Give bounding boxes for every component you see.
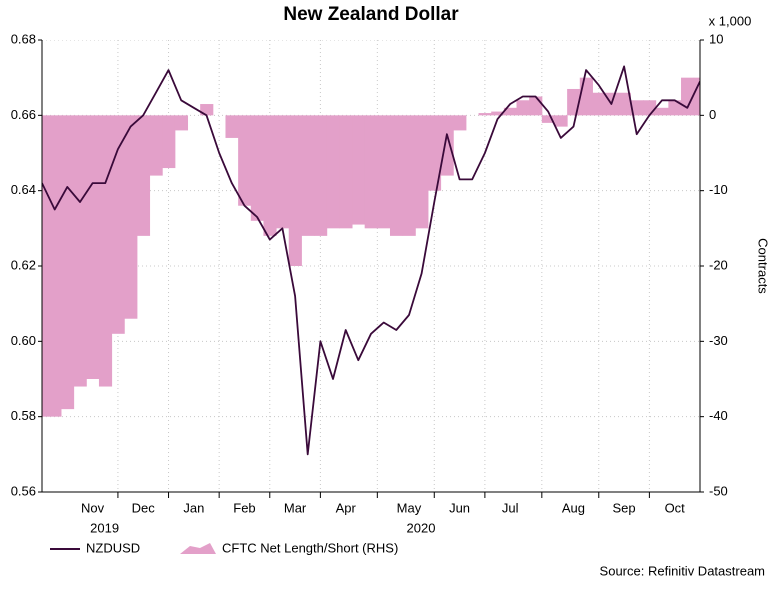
y-tick-label: 0.68 (11, 31, 36, 46)
area-step (352, 115, 366, 225)
y2-tick-label: -40 (709, 408, 728, 423)
area-step (162, 115, 176, 169)
x-tick-label: Feb (233, 500, 255, 515)
y-tick-label: 0.60 (11, 333, 36, 348)
x-tick-label: Nov (81, 500, 105, 515)
x-tick-label: Apr (336, 500, 357, 515)
area-step (389, 115, 404, 236)
area-step (339, 115, 353, 229)
y2-tick-label: -50 (709, 483, 728, 498)
area-step (516, 100, 530, 116)
y2-tick-label: 10 (709, 31, 723, 46)
y-tick-label: 0.58 (11, 408, 36, 423)
area-step (250, 115, 264, 221)
y2-tick-label: -10 (709, 182, 728, 197)
area-step (643, 100, 657, 116)
y-tick-label: 0.64 (11, 182, 36, 197)
line (42, 65, 700, 456)
area-step (200, 104, 214, 116)
area-step (149, 115, 163, 176)
x-tick-label: Aug (562, 500, 585, 515)
x-tick-label: Sep (613, 500, 636, 515)
y2-axis-label: Contracts (756, 238, 771, 294)
area-step (453, 115, 467, 131)
area-step (225, 115, 239, 138)
area-step (529, 96, 543, 116)
area-step (377, 115, 391, 229)
area-step (136, 115, 151, 236)
axes: 0.56 0.58 0.60 0.62 0.64 0.66 0.68 -50 -40 -30 -20… (11, 31, 728, 535)
area-step (326, 115, 340, 229)
area-step (630, 100, 644, 116)
x-tick-label: May (397, 500, 422, 515)
area-step (314, 115, 328, 236)
area-step (288, 115, 302, 266)
area-step (73, 115, 87, 387)
area-step (503, 107, 518, 116)
area-step (655, 107, 669, 116)
x-tick-label: Jan (183, 500, 204, 515)
area-step (440, 115, 454, 176)
area-step (263, 115, 277, 236)
area-step (238, 115, 252, 206)
area-step (276, 115, 290, 229)
x-tick-label: Jun (449, 500, 470, 515)
area-step (554, 115, 568, 127)
year-label: 2019 (90, 520, 119, 535)
area-step (86, 115, 100, 379)
area-step (617, 92, 631, 116)
y2-unit: x 1,000 (709, 13, 752, 28)
plot-area (42, 40, 700, 492)
area-step (301, 115, 315, 236)
y-tick-label: 0.62 (11, 257, 36, 272)
area-step (402, 115, 416, 236)
area-step (364, 115, 378, 229)
area-step (48, 115, 62, 417)
x-tick-label: Jul (502, 500, 519, 515)
area-step (579, 77, 593, 116)
legend-label: NZDUSD (86, 540, 140, 555)
area-step (111, 115, 125, 334)
x-tick-label: Mar (284, 500, 307, 515)
x-tick-label: Dec (132, 500, 156, 515)
area-step (98, 115, 113, 387)
chart-title: New Zealand Dollar (283, 4, 459, 25)
area-step (541, 115, 555, 123)
area-step (491, 111, 505, 116)
legend-swatch (180, 543, 216, 554)
area-step (124, 115, 138, 319)
legend-label: CFTC Net Length/Short (RHS) (222, 540, 398, 555)
area-step (174, 115, 189, 131)
area-step (592, 92, 606, 116)
area-step (693, 77, 700, 116)
area-step (415, 115, 429, 229)
area-step (42, 115, 49, 417)
y-tick-label: 0.56 (11, 483, 36, 498)
y2-tick-label: -30 (709, 333, 728, 348)
y2-tick-label: 0 (709, 107, 716, 122)
source: Source: Refinitiv Datastream (600, 563, 765, 578)
y2-tick-label: -20 (709, 257, 728, 272)
y-tick-label: 0.66 (11, 107, 36, 122)
area-step (427, 115, 442, 191)
area-step (668, 100, 682, 116)
year-label: 2020 (407, 520, 436, 535)
area-step (60, 115, 75, 410)
x-tick-label: Oct (665, 500, 686, 515)
area-step (478, 113, 492, 116)
